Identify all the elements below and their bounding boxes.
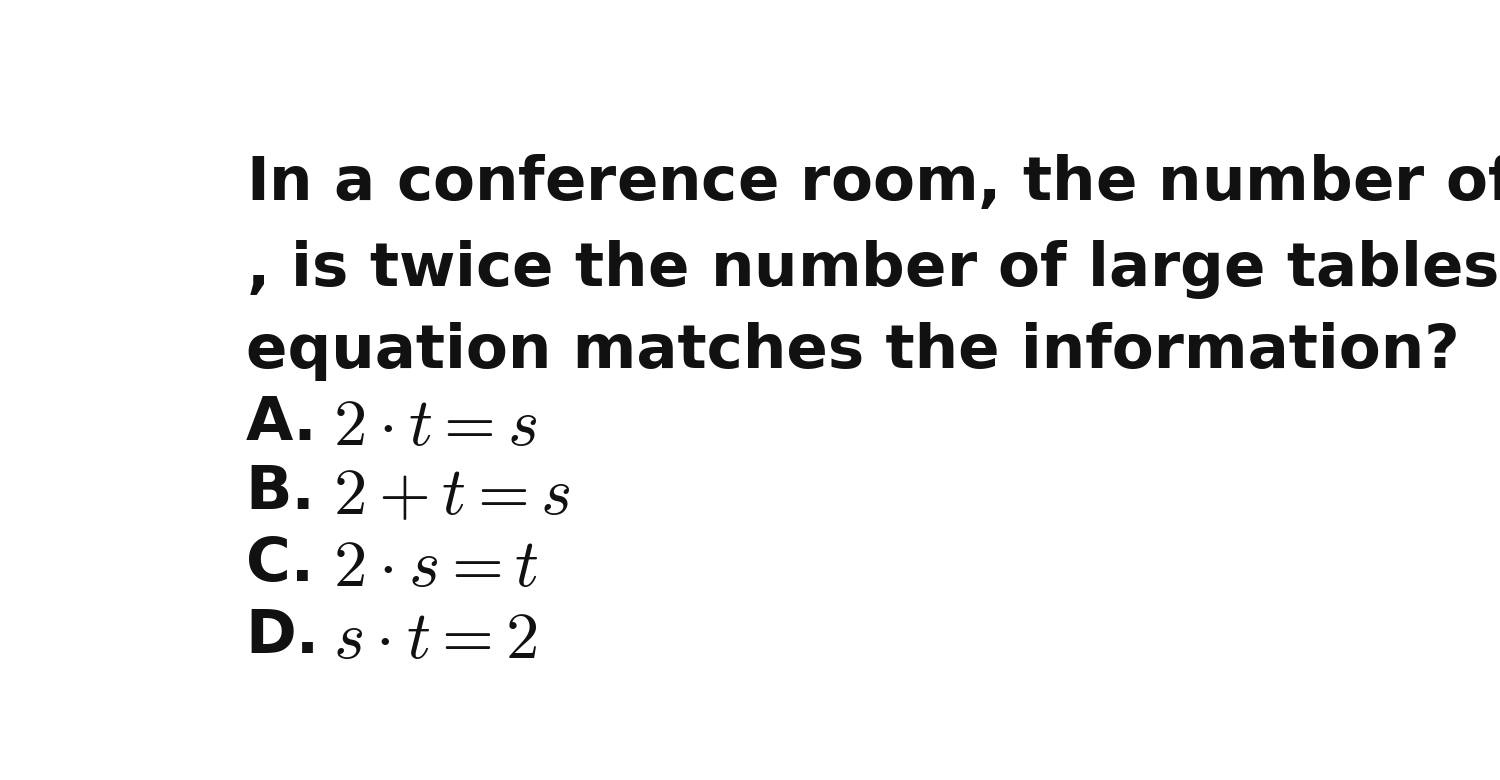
Text: D.: D.: [246, 607, 320, 666]
Text: B.: B.: [246, 463, 315, 522]
Text: A.: A.: [246, 394, 318, 453]
Text: equation matches the information?: equation matches the information?: [246, 322, 1460, 381]
Text: $2 \cdot s = t$: $2 \cdot s = t$: [333, 535, 538, 601]
Text: $2 \cdot t = s$: $2 \cdot t = s$: [333, 394, 537, 459]
Text: $s \cdot t = 2$: $s \cdot t = 2$: [333, 607, 537, 672]
Text: , is twice the number of large tables,  $\mathit{t}$ . Which: , is twice the number of large tables, $…: [246, 238, 1500, 301]
Text: $2 + t = s$: $2 + t = s$: [333, 463, 570, 528]
Text: In a conference room, the number of small tables,  $\mathit{s}$: In a conference room, the number of smal…: [246, 154, 1500, 213]
Text: C.: C.: [246, 535, 314, 594]
